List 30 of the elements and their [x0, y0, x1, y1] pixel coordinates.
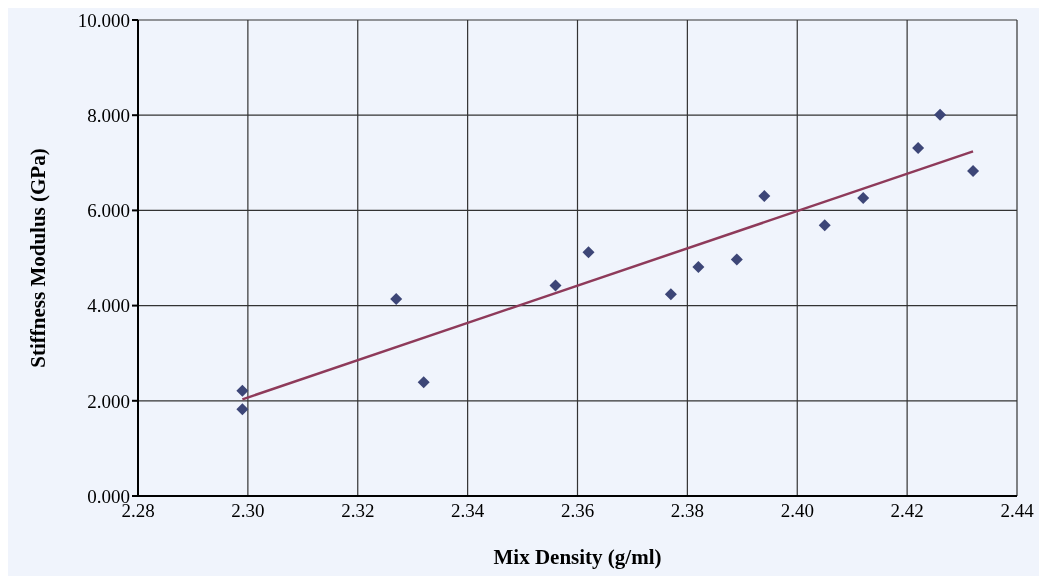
point — [692, 261, 705, 274]
point — [912, 142, 925, 155]
x-tick-label: 2.40 — [780, 500, 814, 522]
y-tick-label: 8.000 — [87, 104, 130, 126]
x-tick-label: 2.32 — [341, 500, 375, 522]
point — [934, 108, 947, 121]
point — [664, 288, 677, 301]
point — [390, 292, 403, 305]
y-tick-label: 2.000 — [87, 390, 130, 412]
point — [417, 376, 430, 389]
y-tick-label: 4.000 — [87, 295, 130, 317]
point — [758, 190, 771, 203]
x-axis-title: Mix Density (g/ml) — [493, 545, 662, 569]
x-tick-label: 2.36 — [560, 500, 595, 522]
point — [549, 279, 562, 292]
x-tick-label: 2.38 — [670, 500, 704, 522]
x-tick-label: 2.42 — [890, 500, 924, 522]
y-tick-label: 6.000 — [87, 200, 130, 222]
point — [582, 246, 595, 259]
x-tick-label: 2.30 — [231, 500, 265, 522]
point — [236, 384, 249, 397]
point — [236, 403, 249, 416]
x-tick-label: 2.34 — [451, 500, 485, 522]
point — [967, 164, 980, 177]
point — [818, 219, 831, 232]
point — [857, 192, 870, 205]
y-axis-title: Stiffness Modulus (GPa) — [26, 148, 51, 368]
x-tick-label: 2.44 — [1000, 500, 1035, 522]
point — [730, 253, 743, 266]
y-tick-label: 10.000 — [77, 9, 130, 31]
